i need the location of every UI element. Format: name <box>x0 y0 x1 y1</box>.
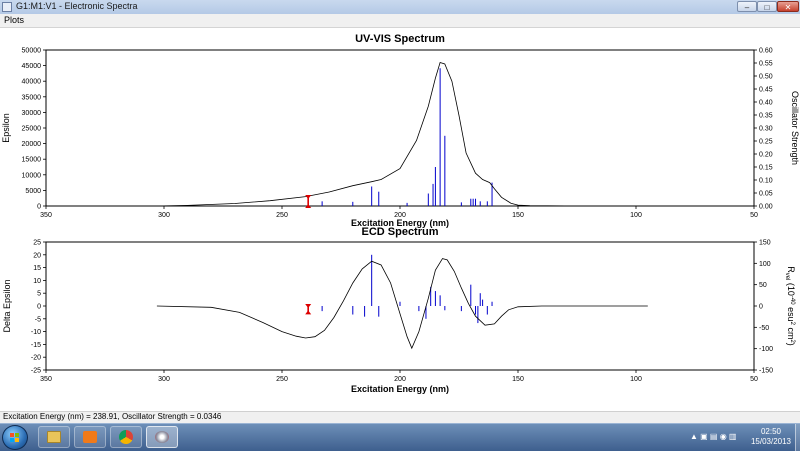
ecd-ytick-label: 5 <box>37 291 41 298</box>
spectra-panel: UV-VIS Spectrum 350 300 250 200 150 100 50 0 500… <box>0 28 800 398</box>
media-player-icon[interactable] <box>74 426 106 448</box>
uv-vis-plot-area[interactable] <box>45 49 755 207</box>
uv-vis-y2tick-label: 0.55 <box>759 61 773 68</box>
ecd-ytick-label: -15 <box>31 342 41 349</box>
uv-vis-y2tick-label: 0.20 <box>759 152 773 159</box>
uv-vis-y2tick-label: 0.35 <box>759 113 773 120</box>
uv-vis-y2tick-label: 0.30 <box>759 126 773 133</box>
uv-vis-xlabel: Excitation Energy (nm) <box>351 218 449 228</box>
ecd-ytick-label: -20 <box>31 355 41 362</box>
ecd-xtick-label: 200 <box>394 376 406 383</box>
uv-vis-ytick-label: 35000 <box>22 94 42 101</box>
ecd-marker-bottom <box>305 310 312 315</box>
uv-vis-ytick-label: 10000 <box>22 172 42 179</box>
ecd-xtick-label: 50 <box>750 376 758 383</box>
uv-vis-ytick-label: 20000 <box>22 141 42 148</box>
ecd-xtick-label: 300 <box>158 376 170 383</box>
uv-vis-xtick-label: 300 <box>158 212 170 219</box>
menu-plots[interactable]: Plots <box>4 15 25 25</box>
uv-vis-ytick-label: 45000 <box>22 63 42 70</box>
uv-vis-marker-top <box>305 195 312 200</box>
uv-vis-y2tick-label: 0.15 <box>759 165 773 172</box>
uv-vis-xtick-label: 100 <box>630 212 642 219</box>
uv-vis-y2tick-label: 0.00 <box>759 204 773 211</box>
ecd-curve <box>156 258 648 350</box>
uv-vis-y2tick-label: 0.05 <box>759 191 773 198</box>
uv-vis-chart[interactable]: UV-VIS Spectrum 350 300 250 200 150 100 50 0 500… <box>1 33 800 228</box>
uv-vis-xtick-label: 250 <box>276 212 288 219</box>
uv-vis-y2tick-label: 0.10 <box>759 178 773 185</box>
uv-vis-ytick-label: 40000 <box>22 79 42 86</box>
maximize-button[interactable]: □ <box>757 1 777 12</box>
clock-date: 15/03/2013 <box>750 437 792 446</box>
ecd-y2tick-label: -50 <box>759 325 769 332</box>
uv-vis-y2tick-label: 0.45 <box>759 87 773 94</box>
ecd-y2label: Rvel (10-40 esu2 cm2) <box>784 266 796 346</box>
gaussview-icon[interactable] <box>146 426 178 448</box>
taskbar: ▲ ▣ ▤ ◉ ▥ 02:50 15/03/2013 <box>0 423 800 451</box>
uv-vis-curve <box>156 61 648 207</box>
uv-vis-ytick-label: 30000 <box>22 110 42 117</box>
uv-vis-ytick-label: 50000 <box>22 48 42 55</box>
ecd-xtick-label: 100 <box>630 376 642 383</box>
ecd-y2tick-label: 100 <box>759 261 771 268</box>
ecd-ytick-label: 20 <box>33 252 41 259</box>
uv-vis-xtick-label: 200 <box>394 212 406 219</box>
ecd-ytick-label: 25 <box>33 240 41 247</box>
ecd-xlabel: Excitation Energy (nm) <box>351 384 449 394</box>
ecd-chart[interactable]: ECD Spectrum 350 300 250 200 150 100 50-25-20-… <box>2 226 796 394</box>
ecd-title: ECD Spectrum <box>361 226 438 238</box>
ecd-ytick-label: 0 <box>37 304 41 311</box>
uv-vis-ylabel: Epsilon <box>1 113 11 143</box>
status-text: Excitation Energy (nm) = 238.91, Oscilla… <box>3 412 222 421</box>
clock[interactable]: 02:50 15/03/2013 <box>748 427 794 447</box>
menu-bar: Plots <box>0 14 800 28</box>
app-icon <box>2 2 12 12</box>
ecd-ytick-label: -5 <box>35 316 41 323</box>
close-button[interactable]: ✕ <box>777 1 799 12</box>
uv-vis-y2tick-label: 0.40 <box>759 100 773 107</box>
uv-vis-y2tick-label: 0.60 <box>759 48 773 55</box>
ecd-xtick-label: 350 <box>40 376 52 383</box>
ecd-ytick-label: 10 <box>33 278 41 285</box>
uv-vis-ytick-label: 15000 <box>22 157 42 164</box>
ecd-y2tick-label: 150 <box>759 240 771 247</box>
ecd-y2tick-label: -150 <box>759 368 773 375</box>
system-tray: ▲ ▣ ▤ ◉ ▥ <box>690 424 800 451</box>
uv-vis-ytick-label: 0 <box>37 204 41 211</box>
uv-vis-title: UV-VIS Spectrum <box>355 33 445 45</box>
uv-vis-xtick-label: 50 <box>750 212 758 219</box>
uv-vis-ytick-label: 25000 <box>22 126 42 133</box>
status-bar: Excitation Energy (nm) = 238.91, Oscilla… <box>0 411 800 423</box>
uv-vis-xtick-label: 350 <box>40 212 52 219</box>
uv-vis-marker-bottom <box>305 204 312 208</box>
clock-time: 02:50 <box>760 427 782 436</box>
ecd-y2tick-label: 0 <box>759 304 763 311</box>
ecd-ytick-label: -25 <box>31 368 41 375</box>
ecd-ytick-label: -10 <box>31 329 41 336</box>
tray-icons[interactable]: ▲ ▣ ▤ ◉ ▥ <box>690 432 737 441</box>
ecd-y2tick-label: -100 <box>759 346 773 353</box>
uv-vis-y2tick-label: 0.25 <box>759 139 773 146</box>
chrome-icon[interactable] <box>110 426 142 448</box>
ecd-y2tick-label: 50 <box>759 282 767 289</box>
windows-start-icon[interactable] <box>2 425 28 450</box>
ecd-ylabel: Delta Epsilon <box>2 279 12 332</box>
window-title: G1:M1:V1 - Electronic Spectra <box>16 1 138 11</box>
uv-vis-y2tick-label: 0.50 <box>759 74 773 81</box>
uv-vis-ytick-label: 5000 <box>25 188 41 195</box>
title-bar: G1:M1:V1 - Electronic Spectra – □ ✕ <box>0 0 800 15</box>
minimize-button[interactable]: – <box>737 1 757 12</box>
ecd-xtick-label: 250 <box>276 376 288 383</box>
explorer-icon[interactable] <box>38 426 70 448</box>
spectra-charts[interactable]: UV-VIS Spectrum 350 300 250 200 150 100 500500… <box>0 28 800 398</box>
ecd-ytick-label: 15 <box>33 265 41 272</box>
show-desktop-button[interactable] <box>795 424 800 451</box>
uv-vis-xtick-label: 150 <box>512 212 524 219</box>
ecd-xtick-label: 150 <box>512 376 524 383</box>
uv-vis-y2label: Oscillator Strength <box>790 91 800 165</box>
ecd-marker-top <box>305 304 312 308</box>
